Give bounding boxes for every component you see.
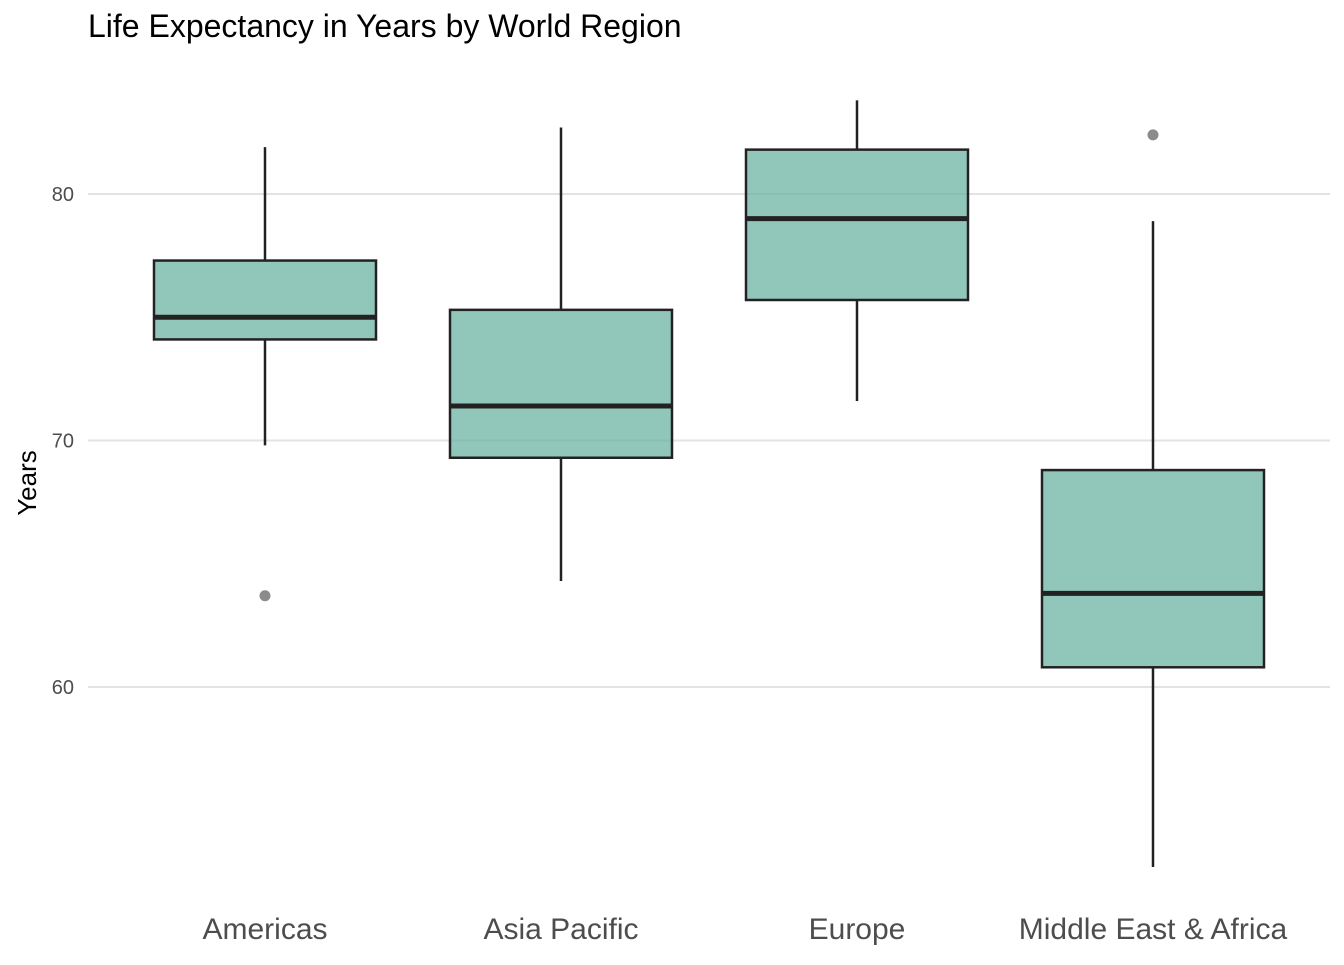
x-tick-label-1: Asia Pacific xyxy=(483,913,638,946)
gridlines xyxy=(88,193,1330,688)
box-iqr xyxy=(152,259,378,341)
box-1 xyxy=(448,127,674,582)
x-tick-label-3: Middle East & Africa xyxy=(1019,913,1288,946)
outlier-point xyxy=(259,590,271,602)
box-3 xyxy=(1040,129,1266,867)
box-iqr xyxy=(1040,468,1266,669)
y-tick-label-70: 70 xyxy=(52,431,74,453)
chart-title: Life Expectancy in Years by World Region xyxy=(88,8,682,44)
x-tick-label-2: Europe xyxy=(809,913,906,946)
boxes xyxy=(152,100,1266,867)
x-axis-ticks: Americas Asia Pacific Europe Middle East & … xyxy=(202,913,1287,946)
y-axis-ticks: 60 70 80 xyxy=(52,184,74,699)
y-axis-label: Years xyxy=(12,450,42,516)
y-tick-label-80: 80 xyxy=(52,184,74,206)
outlier-point xyxy=(1147,129,1159,141)
box-0 xyxy=(152,147,378,602)
y-tick-label-60: 60 xyxy=(52,677,74,699)
x-tick-label-0: Americas xyxy=(202,913,327,946)
box-iqr xyxy=(744,148,970,302)
box-2 xyxy=(744,100,970,402)
box-iqr xyxy=(448,308,674,460)
